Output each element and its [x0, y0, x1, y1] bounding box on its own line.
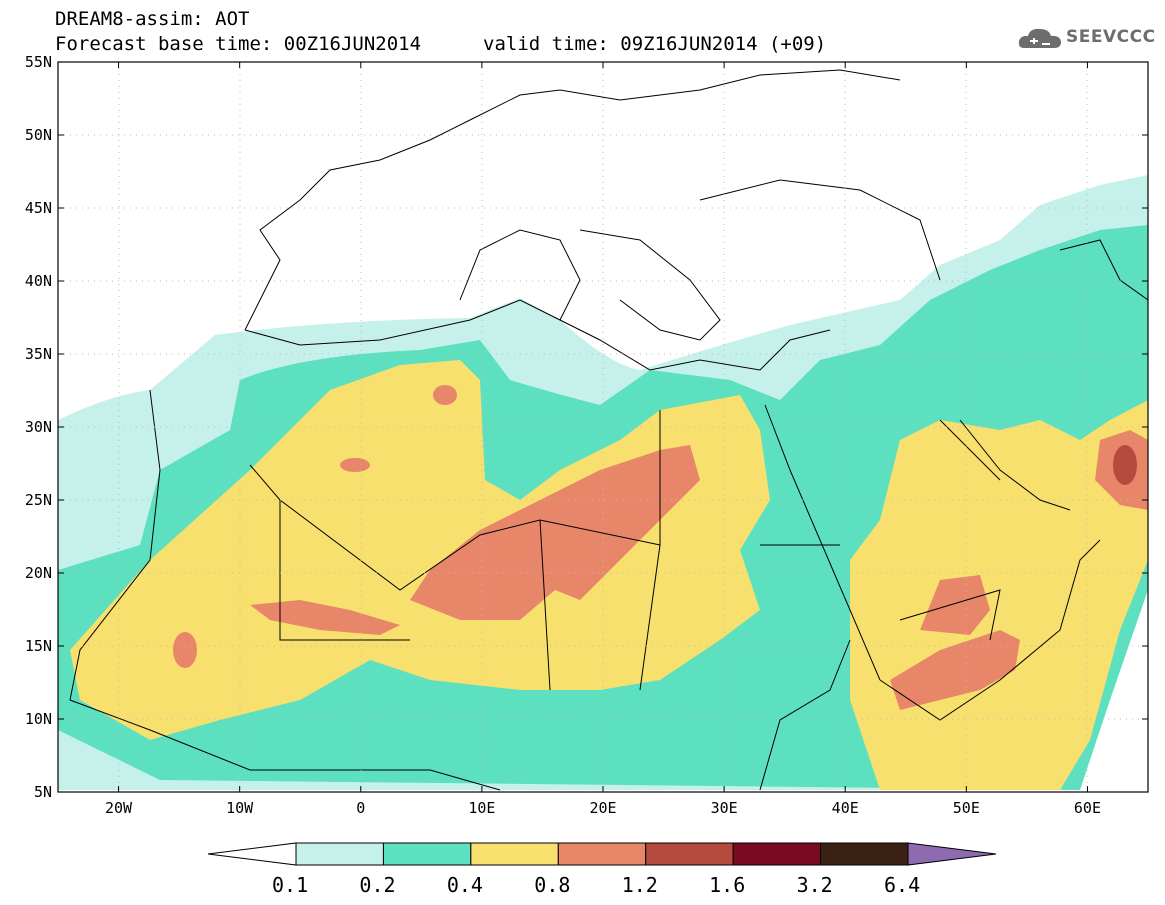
aot-band-0.8	[410, 445, 700, 620]
colorbar-swatch	[382, 842, 472, 866]
colorbar-level-label: 0.1	[272, 873, 309, 897]
lat-label: 20N	[25, 564, 52, 582]
lon-label: 10E	[468, 799, 495, 817]
lat-label: 25N	[25, 491, 52, 509]
aot-band-0.8-saudi	[920, 575, 990, 635]
forecast-base-time: Forecast base time: 00Z16JUN2014	[55, 33, 422, 55]
lat-label: 35N	[25, 345, 52, 363]
aot-band-0.8-spot-2	[340, 458, 370, 472]
colorbar-level-label: 1.6	[709, 873, 746, 897]
lon-label: 0	[356, 799, 365, 817]
aot-band-0.8-spot-3	[173, 632, 197, 668]
colorbar-swatch	[645, 842, 734, 866]
colorbar-level-label: 0.4	[446, 873, 483, 897]
colorbar-level-label: 3.2	[796, 873, 833, 897]
lon-label: 10W	[226, 799, 254, 817]
lat-label: 30N	[25, 418, 52, 436]
colorbar-level-label: 6.4	[884, 873, 921, 897]
colorbar-level-label: 1.2	[621, 873, 658, 897]
lat-label: 10N	[25, 710, 52, 728]
colorbar-level-label: 0.2	[359, 873, 396, 897]
valid-time: valid time: 09Z16JUN2014 (+09)	[483, 33, 827, 55]
coastlines	[69, 69, 1148, 791]
colorbar-level-label: 0.8	[534, 873, 571, 897]
lat-label: 50N	[25, 126, 52, 144]
lon-label: 20W	[105, 799, 133, 817]
colorbar-min-arrow	[207, 842, 297, 866]
colorbar-swatch	[820, 842, 909, 866]
aot-band-1.2	[1113, 445, 1137, 485]
lat-label: 40N	[25, 272, 52, 290]
logo-text: SEEVCCC	[1066, 27, 1156, 47]
colorbar-swatch	[732, 842, 822, 866]
latitude-labels: 55N 50N 45N 40N 35N 30N 25N 20N 15N 10N 5N	[25, 53, 52, 801]
aot-band-0.8-south	[250, 600, 400, 635]
colorbar	[207, 842, 997, 866]
lat-label: 5N	[34, 783, 52, 801]
longitude-labels: 20W 10W 0 10E 20E 30E 40E 50E 60E	[105, 799, 1101, 817]
colorbar-swatch	[295, 842, 384, 866]
lat-label: 55N	[25, 53, 52, 71]
lon-label: 50E	[953, 799, 980, 817]
chart-title: DREAM8-assim: AOT	[55, 8, 250, 30]
lat-label: 45N	[25, 199, 52, 217]
lon-label: 20E	[589, 799, 616, 817]
colorbar-max-arrow	[907, 842, 997, 866]
cloud-icon	[1018, 28, 1061, 48]
lat-label: 15N	[25, 637, 52, 655]
lon-label: 40E	[832, 799, 859, 817]
axis-ticks	[58, 61, 1148, 793]
colorbar-swatch	[470, 842, 559, 866]
aot-band-0.8-spot	[433, 385, 457, 405]
lon-label: 60E	[1074, 799, 1101, 817]
aot-band-0.8-yemen	[890, 630, 1020, 710]
colorbar-swatch	[557, 842, 647, 866]
lon-label: 30E	[711, 799, 738, 817]
aot-band-0.4	[70, 360, 770, 740]
